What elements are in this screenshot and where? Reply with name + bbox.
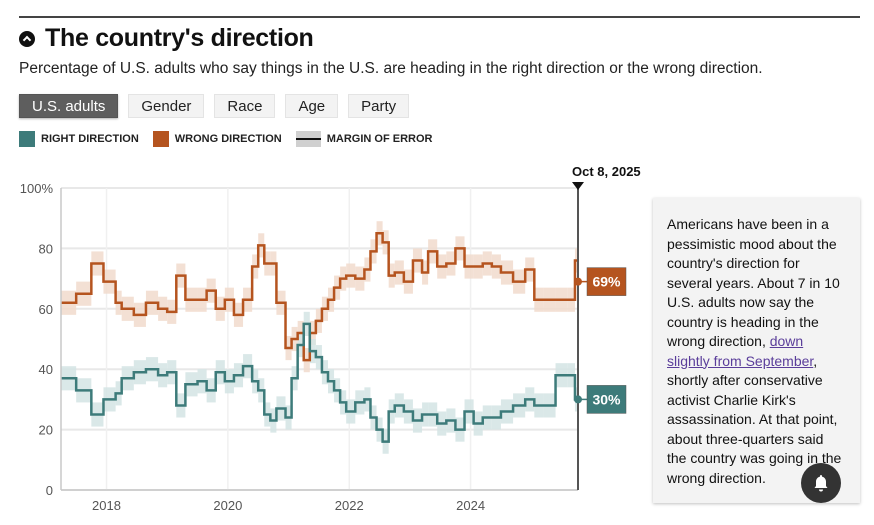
note-text-after: , shortly after conservative activist Ch… xyxy=(667,352,842,486)
end-dot-wrong xyxy=(574,277,582,286)
y-tick-label: 100% xyxy=(20,181,54,196)
tab-party[interactable]: Party xyxy=(348,94,410,118)
y-tick-label: 20 xyxy=(39,423,53,438)
y-tick-label: 40 xyxy=(39,362,53,377)
x-tick-label: 2020 xyxy=(213,498,242,513)
end-label-box-right xyxy=(586,385,627,414)
end-label-box-wrong xyxy=(586,267,627,296)
annotation-note: Americans have been in a pessimistic moo… xyxy=(653,198,860,503)
date-marker-label: Oct 8, 2025 xyxy=(572,164,641,179)
x-tick-label: 2018 xyxy=(92,498,121,513)
y-tick-label: 60 xyxy=(39,302,53,317)
end-dot-right xyxy=(574,395,582,404)
legend-label-right: RIGHT DIRECTION xyxy=(41,133,139,145)
end-label-right: 30% xyxy=(592,391,621,407)
notification-button[interactable] xyxy=(801,463,841,503)
legend-swatch-moe xyxy=(295,131,321,147)
series-line-right xyxy=(61,322,578,443)
tab-race[interactable]: Race xyxy=(214,94,276,118)
tab-gender[interactable]: Gender xyxy=(128,94,205,118)
tab-age[interactable]: Age xyxy=(285,94,339,118)
page-title: The country's direction xyxy=(45,24,314,52)
note-link[interactable]: down slightly from September xyxy=(667,333,814,369)
date-marker-triangle xyxy=(572,182,584,190)
legend-wrong: WRONG DIRECTION xyxy=(152,131,282,147)
end-label-wrong: 69% xyxy=(592,274,621,290)
legend: RIGHT DIRECTION WRONG DIRECTION MARGIN O… xyxy=(19,131,446,147)
legend-label-wrong: WRONG DIRECTION xyxy=(174,133,282,145)
series-line-wrong xyxy=(61,232,578,362)
top-rule xyxy=(19,16,860,18)
chevron-up-icon[interactable] xyxy=(19,30,35,47)
bell-icon xyxy=(814,475,828,492)
y-tick-label: 80 xyxy=(39,241,53,256)
group-tabs: U.S. adults Gender Race Age Party xyxy=(19,94,410,118)
legend-label-moe: MARGIN OF ERROR xyxy=(326,133,433,145)
y-tick-label: 0 xyxy=(46,483,53,498)
legend-moe: MARGIN OF ERROR xyxy=(295,131,433,147)
legend-swatch-wrong xyxy=(152,131,169,147)
legend-right: RIGHT DIRECTION xyxy=(19,131,139,147)
x-tick-label: 2022 xyxy=(335,498,364,513)
legend-swatch-right xyxy=(19,131,35,147)
x-tick-label: 2024 xyxy=(456,498,485,513)
note-text-before: Americans have been in a pessimistic moo… xyxy=(667,216,840,349)
header: The country's direction xyxy=(19,24,314,53)
subtitle: Percentage of U.S. adults who say things… xyxy=(19,60,763,77)
chart: 0 20 40 60 80 100% 2018 2020 2022 2024 Oct 8, 202… xyxy=(20,164,641,513)
tab-us-adults[interactable]: U.S. adults xyxy=(19,94,119,118)
